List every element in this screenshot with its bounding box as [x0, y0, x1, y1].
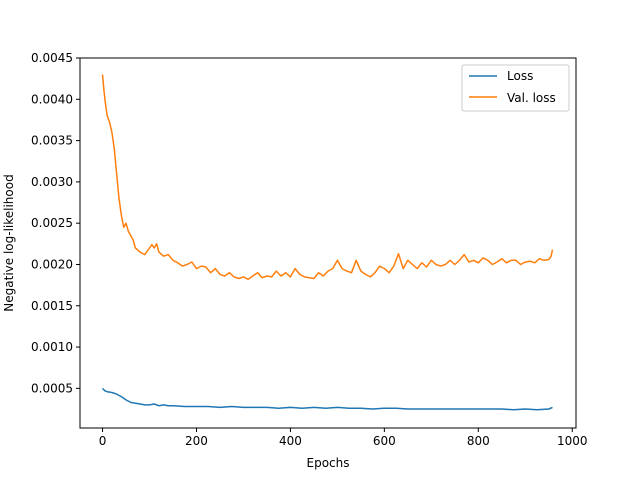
y-tick-label: 0.0030	[31, 175, 73, 189]
y-tick-label: 0.0040	[31, 92, 73, 106]
y-tick-label: 0.0025	[31, 216, 73, 230]
x-tick-label: 800	[467, 434, 490, 448]
x-tick-label: 400	[279, 434, 302, 448]
plot-area	[101, 74, 554, 411]
x-axis-label: Epochs	[307, 456, 350, 470]
y-tick-label: 0.0020	[31, 257, 73, 271]
legend-label-val-loss: Val. loss	[507, 91, 556, 105]
x-tick-label: 600	[373, 434, 396, 448]
y-tick-label: 0.0010	[31, 340, 73, 354]
x-axis: 0 200 400 600 800 1000	[99, 428, 588, 448]
y-axis: 0.0005 0.0010 0.0015 0.0020 0.0025 0.0030 0.00…	[31, 51, 80, 395]
series-line-val-loss	[101, 74, 554, 281]
series-line-loss	[101, 387, 553, 411]
y-tick-label: 0.0015	[31, 299, 73, 313]
x-tick-label: 1000	[557, 434, 588, 448]
y-tick-label: 0.0035	[31, 134, 73, 148]
legend-label-loss: Loss	[507, 69, 533, 83]
axes-frame	[79, 57, 577, 429]
y-axis-label: Negative log-likelihood	[2, 174, 16, 311]
y-tick-label: 0.0005	[31, 381, 73, 395]
x-tick-label: 0	[99, 434, 107, 448]
y-tick-label: 0.0045	[31, 51, 73, 65]
x-tick-label: 200	[185, 434, 208, 448]
legend: Loss Val. loss	[461, 64, 570, 112]
